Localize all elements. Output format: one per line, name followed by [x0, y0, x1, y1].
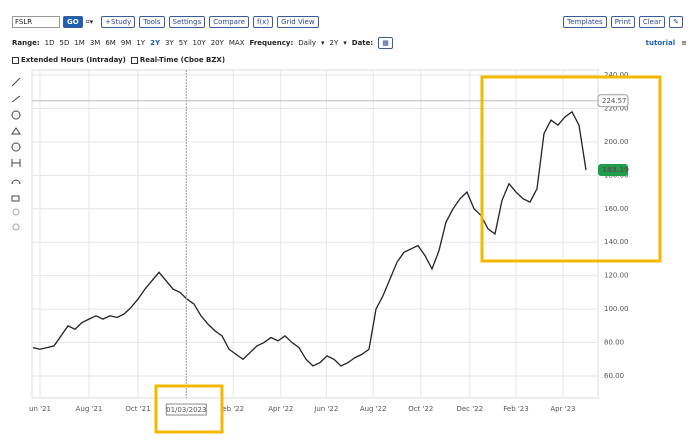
- label: Range:: [12, 39, 40, 47]
- y-tick-label: 100.00: [604, 305, 629, 313]
- button[interactable]: Compare: [209, 16, 249, 28]
- x-tick-label: un '21: [29, 405, 51, 413]
- y-tick-label: 80.00: [604, 339, 624, 347]
- button[interactable]: Settings: [168, 16, 206, 28]
- last-price-box: [598, 163, 628, 176]
- x-tick-label: Oct '21: [125, 405, 150, 413]
- x-tick-label: Dec '22: [456, 405, 483, 413]
- menu[interactable]: ≡: [681, 39, 687, 47]
- button[interactable]: Print: [610, 16, 635, 28]
- y-tick-label: 140.00: [604, 238, 629, 246]
- crosshair-price-box: [597, 94, 629, 108]
- symbol-input[interactable]: FSLR: [12, 16, 60, 28]
- checkbox[interactable]: [130, 56, 138, 64]
- range[interactable]: 1M: [74, 39, 85, 47]
- range[interactable]: 10Y: [192, 39, 206, 47]
- frequency[interactable]: Daily: [298, 39, 316, 47]
- go-button[interactable]: GO: [63, 16, 83, 28]
- label: Frequency:: [249, 39, 294, 47]
- plot-area: [31, 69, 599, 399]
- y-tick-label: 200.00: [604, 138, 629, 146]
- crosshair-price: 224.57: [602, 97, 627, 105]
- range[interactable]: 20Y: [210, 39, 224, 47]
- option[interactable]: Real-Time (Cboe BZX): [139, 56, 226, 64]
- options: Extended Hours (Intraday) Real-Time (Cbo…: [12, 56, 230, 64]
- calendar[interactable]: ▦: [378, 37, 393, 49]
- button[interactable]: f(x): [252, 16, 274, 28]
- x-tick-label: eb '22: [222, 405, 244, 413]
- y-tick-label: 60.00: [604, 372, 624, 380]
- range[interactable]: 1D: [44, 39, 55, 47]
- range[interactable]: 3M: [89, 39, 101, 47]
- button[interactable]: Templates: [563, 16, 607, 28]
- range[interactable]: MAX: [228, 39, 245, 47]
- pen-button[interactable]: ✎: [669, 16, 683, 28]
- checkbox[interactable]: [12, 56, 19, 64]
- label: Date:: [351, 39, 374, 47]
- x-tick-label: Jun '22: [313, 405, 338, 413]
- buttons: Templates Print Clear: [563, 16, 669, 28]
- caret: ▾: [321, 39, 325, 47]
- period[interactable]: 2Y: [329, 39, 339, 47]
- x-tick-label: Apr '22: [268, 405, 293, 413]
- highlight-box: [154, 384, 224, 434]
- y-tick-label: 220.00: [604, 104, 629, 112]
- range[interactable]: 5D: [59, 39, 70, 47]
- button[interactable]: Tools: [139, 16, 165, 28]
- y-tick-label: 240.00: [604, 71, 629, 79]
- range[interactable]: 2Y: [150, 39, 161, 47]
- toolbar: FSLR GO ⌗▾ +Study Tools Settings Compare f(x…: [12, 16, 687, 28]
- tutorial[interactable]: tutorial: [645, 39, 676, 47]
- x-tick-label: Oct '22: [408, 405, 433, 413]
- icon[interactable]: ⌗▾: [85, 17, 94, 26]
- button[interactable]: Clear: [638, 16, 666, 28]
- range[interactable]: 6M: [105, 39, 116, 47]
- button[interactable]: +Study: [101, 16, 136, 28]
- y-tick-label: 160.00: [604, 205, 629, 213]
- range[interactable]: 9M: [120, 39, 132, 47]
- highlight-box: [480, 75, 662, 263]
- range[interactable]: 1Y: [136, 39, 146, 47]
- ranges: 1D 5D 1M 3M 6M 9M 1Y 2Y 3Y 5Y 10Y 20Y MAX: [45, 39, 250, 47]
- x-tick-label: Aug '21: [76, 405, 103, 413]
- x-tick-label: Feb '23: [503, 405, 528, 413]
- drawing-tools: [11, 77, 21, 231]
- crosshair-date-box: [165, 403, 207, 416]
- range-bar: Range: 1D 5D 1M 3M 6M 9M 1Y 2Y 3Y 5Y 10Y 20Y MAX Fre…: [12, 37, 687, 49]
- caret: ▾: [343, 39, 347, 47]
- last-price: 183.19: [602, 166, 629, 174]
- x-tick-label: Apr '23: [550, 405, 575, 413]
- x-tick-label: Aug '22: [360, 405, 387, 413]
- range[interactable]: 3Y: [165, 39, 174, 47]
- range[interactable]: 5Y: [178, 39, 188, 47]
- buttons: +Study Tools Settings Compare f(x) Grid View: [101, 16, 322, 28]
- option[interactable]: Extended Hours (Intraday): [21, 56, 126, 64]
- price-line: [32, 110, 587, 367]
- crosshair-date: 01/03/2023: [166, 406, 206, 414]
- y-tick-label: 120.00: [604, 272, 629, 280]
- button[interactable]: Grid View: [277, 16, 319, 28]
